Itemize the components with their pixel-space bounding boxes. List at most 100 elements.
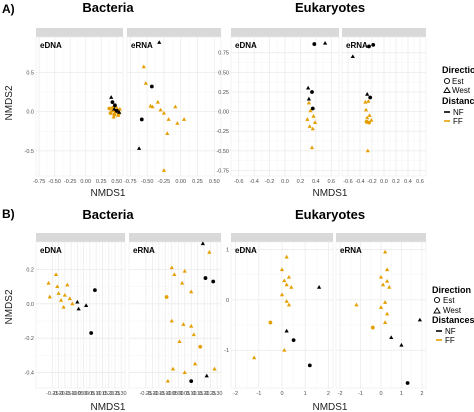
data-point-west [284, 299, 289, 303]
data-point-west [158, 107, 163, 112]
legend-ff-label: FF [445, 336, 455, 345]
y-tick-label: 0.75 [218, 51, 229, 57]
x-tick-label: 0.25 [96, 179, 107, 185]
legend-nf-label: NF [453, 108, 464, 117]
x-tick-label: 1 [304, 391, 307, 397]
data-point-west [385, 311, 390, 316]
data-point-west [378, 274, 384, 279]
x-tick-label: 0.00 [80, 179, 91, 185]
y-tick-label: -0.4 [25, 371, 34, 377]
data-point-west [306, 85, 311, 90]
x-tick-label: 0.2 [297, 179, 305, 185]
data-point-west [323, 40, 328, 45]
data-point-est [405, 381, 410, 385]
data-point-est [310, 90, 314, 94]
title-b-bacteria: Bacteria [82, 207, 134, 222]
facet-strip [342, 28, 426, 37]
x-tick-label: 0.2 [392, 179, 400, 185]
data-point-west [67, 296, 72, 301]
data-point-est [107, 106, 112, 111]
data-point-west [155, 99, 160, 104]
x-tick-label: 2 [420, 391, 423, 397]
x-tick-label: 0.50 [209, 179, 220, 185]
ylabel-a: NMDS2 [4, 85, 15, 120]
y-tick-label: 0.00 [218, 110, 229, 116]
facet-edna: eDNA -2 -1 0 1 2 -1 0 1 [224, 233, 334, 397]
data-point-west [53, 272, 59, 277]
y-tick-label: 0.50 [218, 70, 229, 76]
data-point-west [75, 299, 80, 304]
data-point-est [364, 119, 369, 124]
data-point-west [76, 306, 81, 311]
data-point-west [181, 117, 187, 121]
data-point-west [169, 265, 174, 270]
facet-label: eDNA [235, 246, 257, 255]
data-point-west [177, 339, 182, 344]
x-tick-label: 0.00 [78, 391, 89, 397]
data-point-west [47, 294, 52, 299]
legend-est-label: Est [452, 77, 464, 86]
y-tick-label: -0.75 [216, 169, 229, 175]
data-point-est [268, 320, 273, 325]
data-point-west [173, 104, 178, 109]
legend-ff-label: FF [453, 117, 463, 126]
data-point-west [65, 282, 70, 287]
legend-est-circle-icon [433, 296, 441, 304]
x-tick-label: -0.50 [48, 179, 61, 185]
data-point-west [365, 148, 370, 153]
x-tick-label: 0.25 [192, 179, 203, 185]
data-point-west [192, 361, 198, 366]
x-tick-label: 0.30 [212, 391, 223, 397]
xlabel-a-bacteria: NMDS1 [90, 188, 125, 199]
data-point-west [367, 113, 372, 117]
panel-border [126, 36, 222, 177]
data-point-west [350, 54, 355, 59]
data-point-west [282, 347, 287, 352]
panel-border [335, 241, 427, 389]
legend-west-triangle-icon [433, 307, 441, 314]
legend-west-label: West [452, 86, 471, 95]
data-point-est [203, 276, 208, 280]
x-tick-label: 0.20 [103, 391, 114, 397]
panel-border [341, 36, 427, 177]
y-tick-label: -0.25 [216, 129, 229, 135]
data-point-west [212, 366, 217, 371]
x-tick-label: 0.0 [281, 179, 289, 185]
data-point-west [282, 278, 287, 283]
data-point-west [70, 301, 75, 306]
data-point-west [143, 81, 148, 85]
data-point-west [382, 300, 388, 304]
x-tick-label: -0.05 [71, 391, 84, 397]
x-tick-label: 0.10 [91, 391, 102, 397]
x-tick-label: -0.10 [159, 391, 172, 397]
data-point-west [417, 317, 422, 322]
data-point-west [165, 378, 170, 383]
facet-label: eRNA [346, 41, 368, 50]
x-tick-label: 0.4 [404, 179, 412, 185]
panel-background [36, 37, 123, 176]
data-point-west [56, 291, 61, 295]
x-tick-label: 0 [379, 391, 382, 397]
data-point-west [161, 168, 167, 172]
x-tick-label: -0.25 [140, 391, 153, 397]
facet-edna: eDNA -0.75 -0.50 -0.25 0.00 0.25 0.50 -0.5 0.0 0.… [25, 28, 124, 185]
data-point-west [115, 113, 121, 117]
data-point-west [279, 292, 285, 297]
facet-strip [36, 28, 123, 37]
data-point-west [170, 366, 176, 371]
x-tick-label: -0.20 [146, 391, 159, 397]
data-point-west [181, 322, 186, 326]
x-tick-label: -2 [338, 391, 343, 397]
data-point-west [310, 126, 315, 131]
data-point-west [307, 124, 312, 128]
x-tick-label: 1 [400, 391, 403, 397]
data-point-west [46, 280, 51, 285]
x-tick-label: -0.2 [367, 179, 376, 185]
data-point-est [93, 288, 97, 292]
data-point-west [136, 146, 142, 150]
data-point-west [165, 131, 170, 135]
data-point-est [370, 325, 375, 330]
data-point-west [399, 342, 404, 347]
x-tick-label: -2 [233, 391, 238, 397]
x-tick-label: 0.05 [179, 391, 190, 397]
